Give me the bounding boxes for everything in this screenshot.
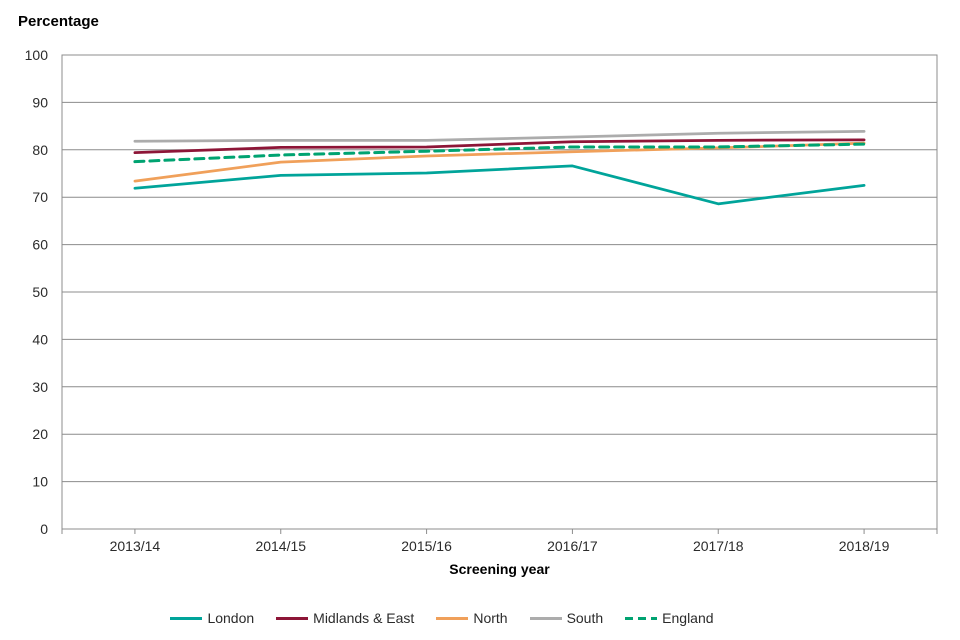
x-tick-label: 2013/14 <box>110 538 161 554</box>
y-tick-label: 70 <box>32 189 48 205</box>
line-series-south <box>133 129 866 143</box>
y-tick-label: 40 <box>32 331 48 347</box>
plot-area: 0 10 20 30 40 50 60 70 80 90 100 2013/14 2014/15 2015… <box>25 47 938 554</box>
y-tick-label: 80 <box>32 142 48 158</box>
chart-title: Percentage <box>18 13 99 30</box>
legend-label: London <box>207 610 255 626</box>
y-tick-label: 20 <box>32 426 48 442</box>
legend-label: South <box>566 610 604 626</box>
legend-item-south: South <box>529 610 604 626</box>
y-tick-label: 30 <box>32 379 48 395</box>
line-swatch-icon <box>436 616 469 620</box>
x-tick-label: 2014/15 <box>255 538 306 554</box>
x-tick-label: 2016/17 <box>547 538 598 554</box>
line-swatch-icon <box>529 616 562 620</box>
y-tick-label: 10 <box>32 474 48 490</box>
legend-item-north: North <box>436 610 508 626</box>
y-tick-label: 0 <box>40 521 48 537</box>
line-swatch-icon <box>170 616 203 620</box>
line-series-london <box>133 164 866 206</box>
line-series-england <box>133 142 866 164</box>
line-swatch-icon <box>276 616 309 620</box>
y-tick-label: 90 <box>32 94 48 110</box>
line-series-midlands-east <box>133 138 866 155</box>
x-tick-label: 2015/16 <box>401 538 452 554</box>
plot-border <box>61 54 938 530</box>
y-tick-label: 50 <box>32 284 48 300</box>
x-tick-label: 2018/19 <box>839 538 890 554</box>
x-axis-title: Screening year <box>449 561 550 577</box>
legend-label: England <box>662 610 714 626</box>
dashed-line-swatch-icon <box>625 616 658 620</box>
legend: London Midlands & East North South England <box>0 606 884 630</box>
legend-item-london: London <box>170 610 254 626</box>
legend-item-england: England <box>625 610 714 626</box>
legend-item-midlands-east: Midlands & East <box>276 610 414 626</box>
x-tick-label: 2017/18 <box>693 538 744 554</box>
y-tick-label: 100 <box>25 47 49 63</box>
y-tick-label: 60 <box>32 237 48 253</box>
legend-label: Midlands & East <box>313 610 415 626</box>
legend-label: North <box>473 610 508 626</box>
